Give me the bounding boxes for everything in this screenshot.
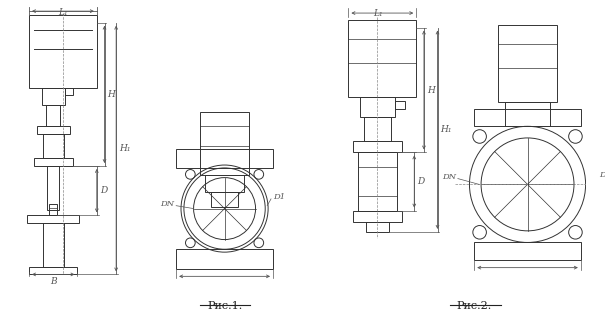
- Bar: [499, 25, 557, 102]
- Text: H: H: [427, 86, 435, 95]
- Bar: [42, 88, 65, 105]
- Text: D1: D1: [273, 193, 285, 201]
- Bar: [29, 267, 77, 275]
- Bar: [348, 20, 416, 97]
- Bar: [360, 97, 395, 117]
- Bar: [366, 222, 389, 232]
- Bar: [50, 204, 57, 215]
- Bar: [200, 112, 249, 175]
- Bar: [47, 105, 60, 126]
- Text: H: H: [108, 90, 116, 99]
- Text: Рис.1.: Рис.1.: [207, 300, 242, 310]
- Bar: [176, 249, 273, 269]
- Bar: [34, 158, 73, 166]
- Text: B: B: [50, 277, 56, 286]
- Text: D₁: D₁: [599, 171, 605, 179]
- Bar: [42, 223, 64, 267]
- Text: H₁: H₁: [119, 144, 131, 153]
- Bar: [27, 215, 79, 223]
- Text: H₁: H₁: [440, 125, 452, 134]
- Bar: [364, 117, 391, 141]
- Text: D: D: [417, 177, 425, 186]
- Bar: [42, 134, 64, 158]
- Bar: [353, 141, 402, 152]
- Bar: [37, 126, 70, 134]
- Bar: [176, 149, 273, 168]
- Bar: [353, 210, 402, 222]
- Text: DN: DN: [442, 173, 456, 181]
- Bar: [395, 101, 405, 109]
- Bar: [47, 166, 59, 209]
- Bar: [65, 88, 73, 95]
- Bar: [505, 102, 550, 126]
- Bar: [29, 15, 97, 88]
- Bar: [205, 175, 244, 192]
- Text: Рис.2.: Рис.2.: [457, 300, 492, 310]
- Text: DN: DN: [160, 200, 174, 208]
- Bar: [474, 242, 581, 260]
- Bar: [358, 152, 397, 210]
- Bar: [211, 192, 238, 207]
- Text: L₁: L₁: [373, 9, 382, 18]
- Text: L₁: L₁: [58, 8, 68, 17]
- Text: D: D: [100, 186, 107, 195]
- Bar: [474, 109, 581, 126]
